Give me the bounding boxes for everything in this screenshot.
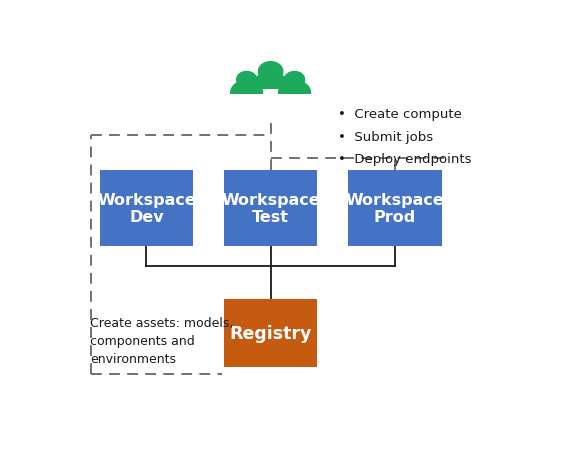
Polygon shape (230, 81, 262, 94)
Text: Registry: Registry (229, 325, 312, 343)
Bar (224, 170, 318, 247)
Bar (99, 170, 193, 247)
Circle shape (284, 72, 305, 88)
Text: Workspace
Prod: Workspace Prod (346, 193, 444, 225)
Text: •  Create compute: • Create compute (338, 108, 462, 121)
Text: Create assets: models,
components and
environments: Create assets: models, components and en… (90, 316, 233, 365)
Circle shape (237, 72, 257, 88)
Text: Workspace
Dev: Workspace Dev (97, 193, 196, 225)
Bar (348, 170, 442, 247)
Polygon shape (251, 73, 290, 89)
Text: •  Submit jobs: • Submit jobs (338, 130, 433, 143)
Text: •  Deploy endpoints: • Deploy endpoints (338, 153, 472, 166)
Text: Workspace
Test: Workspace Test (221, 193, 320, 225)
Polygon shape (279, 81, 311, 94)
Bar (224, 300, 318, 368)
Circle shape (259, 63, 283, 82)
